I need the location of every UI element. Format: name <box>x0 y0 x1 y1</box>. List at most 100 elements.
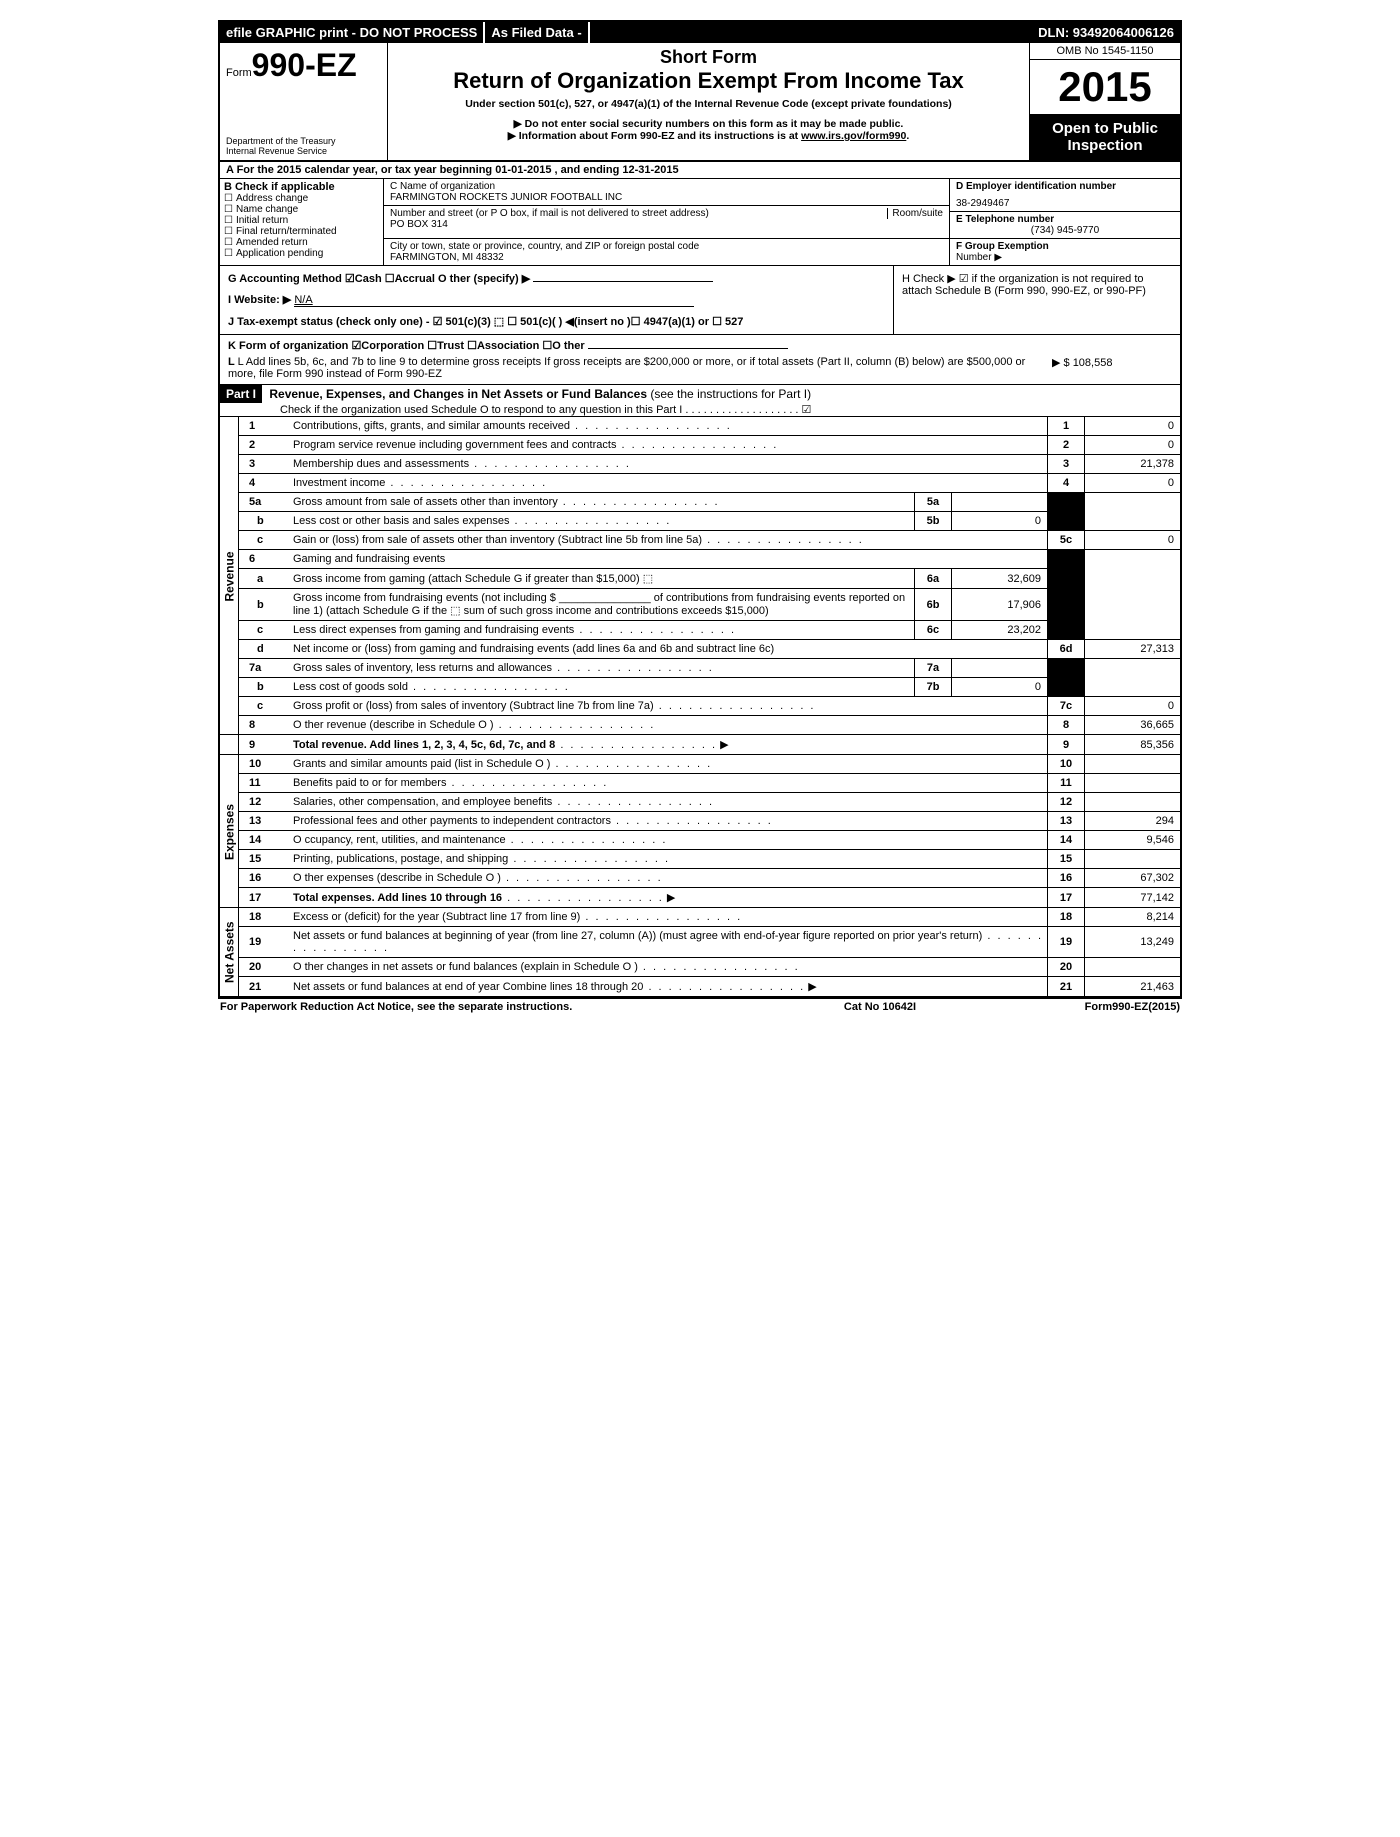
row9-val: 85,356 <box>1085 735 1181 755</box>
row1-rn: 1 <box>1048 417 1085 436</box>
row10-num: 10 <box>239 755 290 774</box>
row1-desc: Contributions, gifts, grants, and simila… <box>293 420 570 432</box>
row5b-desc: Less cost or other basis and sales expen… <box>293 515 509 527</box>
blank-7 <box>1085 659 1181 697</box>
check-name-change[interactable]: Name change <box>224 204 379 215</box>
line-i: I Website: ▶ N/A <box>228 293 885 307</box>
row17-arrow: ▶ <box>667 892 675 904</box>
group-exemption-cell: F Group Exemption Number ▶ <box>950 239 1180 265</box>
line-l-value: ▶ $ 108,558 <box>1052 356 1172 380</box>
row6d-desc: Net income or (loss) from gaming and fun… <box>289 640 1048 659</box>
row18-rn: 18 <box>1048 908 1085 927</box>
row18-desc: Excess or (deficit) for the year (Subtra… <box>293 911 580 923</box>
label-room: Room/suite <box>887 208 943 219</box>
form-990ez-page: efile GRAPHIC print - DO NOT PROCESS As … <box>218 20 1182 999</box>
row7c-desc: Gross profit or (loss) from sales of inv… <box>293 700 654 712</box>
form-title-1: Short Form <box>398 47 1019 68</box>
part1-label: Part I <box>220 385 262 403</box>
row16-val: 67,302 <box>1085 869 1181 888</box>
row21-rn: 21 <box>1048 977 1085 997</box>
row6a-desc: Gross income from gaming (attach Schedul… <box>293 573 653 585</box>
check-initial-return[interactable]: Initial return <box>224 215 379 226</box>
row7c-val: 0 <box>1085 697 1181 716</box>
check-final-return[interactable]: Final return/terminated <box>224 226 379 237</box>
website-value[interactable]: N/A <box>294 294 694 307</box>
check-application-pending[interactable]: Application pending <box>224 248 379 259</box>
line-g-text: G Accounting Method ☑Cash ☐Accrual O the… <box>228 273 530 285</box>
label-address: Number and street (or P O box, if mail i… <box>390 208 887 219</box>
line-l-desc: L Add lines 5b, 6c, and 7b to line 9 to … <box>228 356 1025 380</box>
part1-title-suffix: (see the instructions for Part I) <box>650 387 811 401</box>
label-telephone: E Telephone number <box>956 214 1174 225</box>
part1-header: Part I Revenue, Expenses, and Changes in… <box>220 385 1180 417</box>
check-address-change[interactable]: Address change <box>224 193 379 204</box>
line-j: J Tax-exempt status (check only one) - ☑… <box>228 315 885 328</box>
irs-form990-link[interactable]: www.irs.gov/form990 <box>801 130 906 142</box>
org-name: FARMINGTON ROCKETS JUNIOR FOOTBALL INC <box>390 192 943 203</box>
row19-rn: 19 <box>1048 927 1085 958</box>
blank-5 <box>1085 493 1181 531</box>
line-h: H Check ▶ ☑ if the organization is not r… <box>894 266 1180 334</box>
row11-desc: Benefits paid to or for members <box>293 777 446 789</box>
row7a-mv <box>952 659 1048 678</box>
section-kl: K Form of organization ☑Corporation ☐Tru… <box>220 335 1180 385</box>
row9-desc: Total revenue. Add lines 1, 2, 3, 4, 5c,… <box>293 739 555 751</box>
note-info-text: ▶ Information about Form 990-EZ and its … <box>508 130 798 142</box>
part1-sub: Check if the organization used Schedule … <box>220 403 1180 416</box>
row17-rn: 17 <box>1048 888 1085 908</box>
section-ghij: G Accounting Method ☑Cash ☐Accrual O the… <box>220 266 1180 335</box>
footer-catno: Cat No 10642I <box>780 1001 980 1013</box>
tax-year: 2015 <box>1030 60 1180 114</box>
ghij-left: G Accounting Method ☑Cash ☐Accrual O the… <box>220 266 894 334</box>
row6d-rn: 6d <box>1048 640 1085 659</box>
row20-desc: O ther changes in net assets or fund bal… <box>293 961 638 973</box>
row5a-mv <box>952 493 1048 512</box>
label-group-exemption: F Group Exemption <box>956 241 1049 252</box>
box-b: B Check if applicable Address change Nam… <box>220 179 384 265</box>
row21-desc: Net assets or fund balances at end of ye… <box>293 981 643 993</box>
blank-6 <box>1085 550 1181 640</box>
row18-val: 8,214 <box>1085 908 1181 927</box>
row18-num: 18 <box>239 908 290 927</box>
row10-val <box>1085 755 1181 774</box>
row7b-desc: Less cost of goods sold <box>293 681 408 693</box>
line-l-text: L L Add lines 5b, 6c, and 7b to line 9 t… <box>228 356 1052 380</box>
org-name-cell: C Name of organization FARMINGTON ROCKET… <box>384 179 949 206</box>
row6b-num: b <box>239 589 290 621</box>
row6c-num: c <box>239 621 290 640</box>
accounting-other-blank[interactable] <box>533 281 713 282</box>
row4-num: 4 <box>239 474 290 493</box>
form-subtitle: Under section 501(c), 527, or 4947(a)(1)… <box>398 98 1019 110</box>
row5b-mn: 5b <box>915 512 952 531</box>
row14-num: 14 <box>239 831 290 850</box>
dept-line1: Department of the Treasury <box>226 136 381 146</box>
line-l: L L Add lines 5b, 6c, and 7b to line 9 t… <box>228 356 1172 380</box>
box-b-head: B Check if applicable <box>224 181 379 193</box>
row14-desc: O ccupancy, rent, utilities, and mainten… <box>293 834 506 846</box>
row8-num: 8 <box>239 716 290 735</box>
row3-rn: 3 <box>1048 455 1085 474</box>
row6a-num: a <box>239 569 290 589</box>
open-public: Open to Public Inspection <box>1030 114 1180 160</box>
row1-num: 1 <box>239 417 290 436</box>
header-left: Form990-EZ Department of the Treasury In… <box>220 43 388 160</box>
label-ein: D Employer identification number <box>956 181 1174 192</box>
row5b-num: b <box>239 512 290 531</box>
org-other-blank[interactable] <box>588 348 788 349</box>
row6a-mn: 6a <box>915 569 952 589</box>
check-amended-return[interactable]: Amended return <box>224 237 379 248</box>
row21-val: 21,463 <box>1085 977 1181 997</box>
row16-desc: O ther expenses (describe in Schedule O … <box>293 872 501 884</box>
row2-val: 0 <box>1085 436 1181 455</box>
line-a: A For the 2015 calendar year, or tax yea… <box>220 162 1180 179</box>
row9-arrow: ▶ <box>720 739 728 751</box>
row10-desc: Grants and similar amounts paid (list in… <box>293 758 550 770</box>
row16-rn: 16 <box>1048 869 1085 888</box>
row7c-rn: 7c <box>1048 697 1085 716</box>
row13-num: 13 <box>239 812 290 831</box>
line-g: G Accounting Method ☑Cash ☐Accrual O the… <box>228 272 885 285</box>
row6-num: 6 <box>239 550 290 569</box>
org-address: PO BOX 314 <box>390 219 943 230</box>
row16-num: 16 <box>239 869 290 888</box>
row6b-mv: 17,906 <box>952 589 1048 621</box>
